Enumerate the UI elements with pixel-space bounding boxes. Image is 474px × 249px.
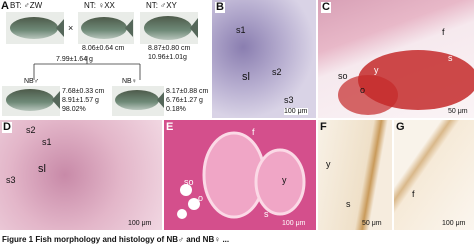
cell-label: f xyxy=(412,189,415,199)
cell-label: o xyxy=(360,85,366,95)
cell-label: s3 xyxy=(6,175,16,185)
panel-letter: D xyxy=(2,121,12,133)
cell-label: y xyxy=(326,159,331,169)
panel-letter: B xyxy=(215,1,225,13)
cell-label: sl xyxy=(242,71,250,83)
scale-bar: 50 μm xyxy=(362,220,382,227)
panel-letter: F xyxy=(320,121,327,133)
fish-photo xyxy=(6,12,64,44)
cell-label: s2 xyxy=(26,125,36,135)
oocyte-drawing xyxy=(338,50,474,115)
stat: 8.06±0.64 cm xyxy=(82,45,125,52)
cell-label: s xyxy=(346,199,351,209)
scale-bar: 100 μm xyxy=(442,220,466,227)
cell-label: s xyxy=(448,53,453,63)
cell-label: f xyxy=(252,127,255,137)
figure-caption: Figure 1 Fish morphology and histology o… xyxy=(2,235,230,244)
panel-letter: A xyxy=(1,0,9,12)
parent-label: BT: ♂ZW xyxy=(10,1,43,10)
cell-label: s1 xyxy=(42,137,52,147)
stat: 10.96±1.01g xyxy=(148,54,187,61)
oocyte-drawing xyxy=(177,131,306,219)
scale-bar: 50 μm xyxy=(448,108,468,115)
scale-bar: 100 μm xyxy=(128,220,152,227)
panel-d: D s2 s1 s3 sl 100 μm xyxy=(0,120,162,230)
cell-label: s1 xyxy=(236,25,246,35)
cell-label: s xyxy=(264,209,269,219)
stat: 8.91±1.57 g xyxy=(62,97,99,104)
cell-label: s2 xyxy=(272,67,282,77)
cross-lines xyxy=(33,56,141,80)
fish-photo xyxy=(2,86,60,116)
cell-label: y xyxy=(282,175,287,185)
offspring-label: NB♀ xyxy=(122,78,137,85)
cell-label: sl xyxy=(38,163,46,175)
panel-g: G f 100 μm xyxy=(394,120,474,230)
scale-bar: 100 μm xyxy=(284,108,308,115)
panel-letter: C xyxy=(321,1,331,13)
panel-a: BT: ♂ZW × NT: ♀XX NT: ♂XY 8.06±0.64 cm 7… xyxy=(0,0,210,118)
cell-label: so xyxy=(184,177,194,187)
stat: 6.76±1.27 g xyxy=(166,97,203,104)
panel-f: F y s 50 μm xyxy=(318,120,392,230)
cell-label: f xyxy=(442,27,445,37)
stat: 98.02% xyxy=(62,106,86,113)
stat: 8.87±0.80 cm xyxy=(148,45,191,52)
fish-photo xyxy=(112,86,164,116)
cell-label: so xyxy=(338,71,348,81)
panel-c: C f so o y s 50 μm xyxy=(318,0,474,118)
panel-b: B s1 s2 sl s3 100 μm xyxy=(212,0,316,118)
cell-label: o xyxy=(198,193,204,203)
stat: 7.68±0.33 cm xyxy=(62,88,105,95)
stat: 8.17±0.88 cm xyxy=(166,88,209,95)
panel-e: E f y so o s 100 μm xyxy=(164,120,316,230)
cell-label: y xyxy=(374,65,379,75)
panel-letter: E xyxy=(166,121,174,133)
offspring-label: NB♂ xyxy=(24,78,39,85)
parent-label: NT: ♂XY xyxy=(146,1,177,10)
scale-bar: 100 μm xyxy=(282,220,306,227)
fish-photo xyxy=(140,12,198,44)
stat: 7.99±1.64 g xyxy=(56,56,93,63)
cross-symbol: × xyxy=(68,23,74,33)
cell-label: s3 xyxy=(284,95,294,105)
panel-letter: G xyxy=(396,121,405,133)
parent-label: NT: ♀XX xyxy=(84,1,115,10)
stat: 0.18% xyxy=(166,106,186,113)
fish-photo xyxy=(78,12,134,44)
panel-a-drawing xyxy=(2,12,198,116)
